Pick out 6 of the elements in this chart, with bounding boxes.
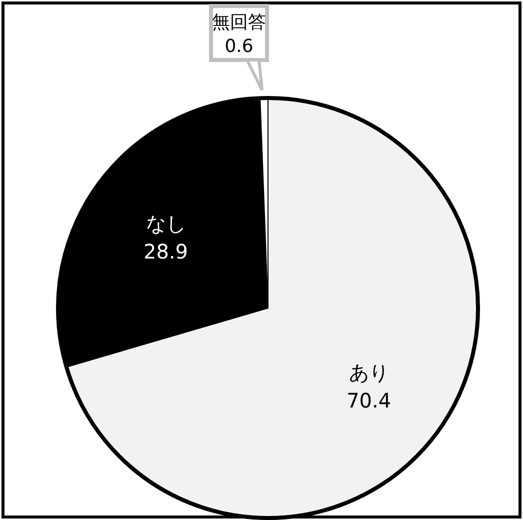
slice-label: 無回答: [212, 12, 266, 33]
data-label: 28.9: [143, 239, 188, 264]
data-label: 70.4: [346, 388, 392, 413]
slice-label: あり: [348, 360, 389, 385]
slice-label: なし: [146, 211, 186, 236]
data-label: 0.6: [224, 36, 254, 57]
